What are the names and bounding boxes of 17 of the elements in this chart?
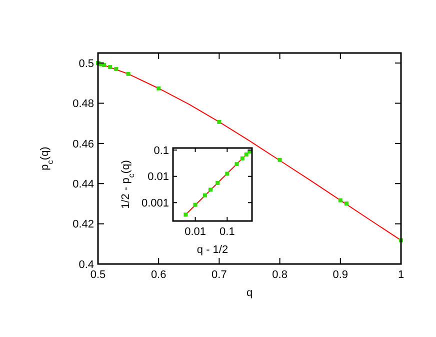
x-tick-label: 0.6 — [150, 269, 166, 281]
y-tick-label: 0.44 — [72, 178, 94, 190]
x-tick-label: 0.5 — [90, 269, 106, 281]
x-tick-label: 0.7 — [212, 269, 227, 281]
y-tick-label: 0.01 — [148, 171, 169, 184]
y-tick-label: 0.4 — [78, 258, 94, 271]
y-tick-label: 0.48 — [72, 98, 94, 110]
y-tick-label: 0.001 — [141, 197, 169, 210]
x-tick-label: 1 — [398, 269, 404, 281]
y-tick-label: 0.1 — [154, 144, 169, 157]
x-tick-label: 0.9 — [332, 269, 348, 281]
y-tick-label: 0.5 — [78, 58, 94, 70]
y-tick-label: 0.42 — [72, 218, 94, 231]
y-tick-label: 0.46 — [72, 138, 94, 150]
x-axis-title: q - 1/2 — [196, 244, 228, 256]
x-tick-label: 0.8 — [272, 269, 288, 281]
x-axis-title: q — [246, 287, 253, 299]
